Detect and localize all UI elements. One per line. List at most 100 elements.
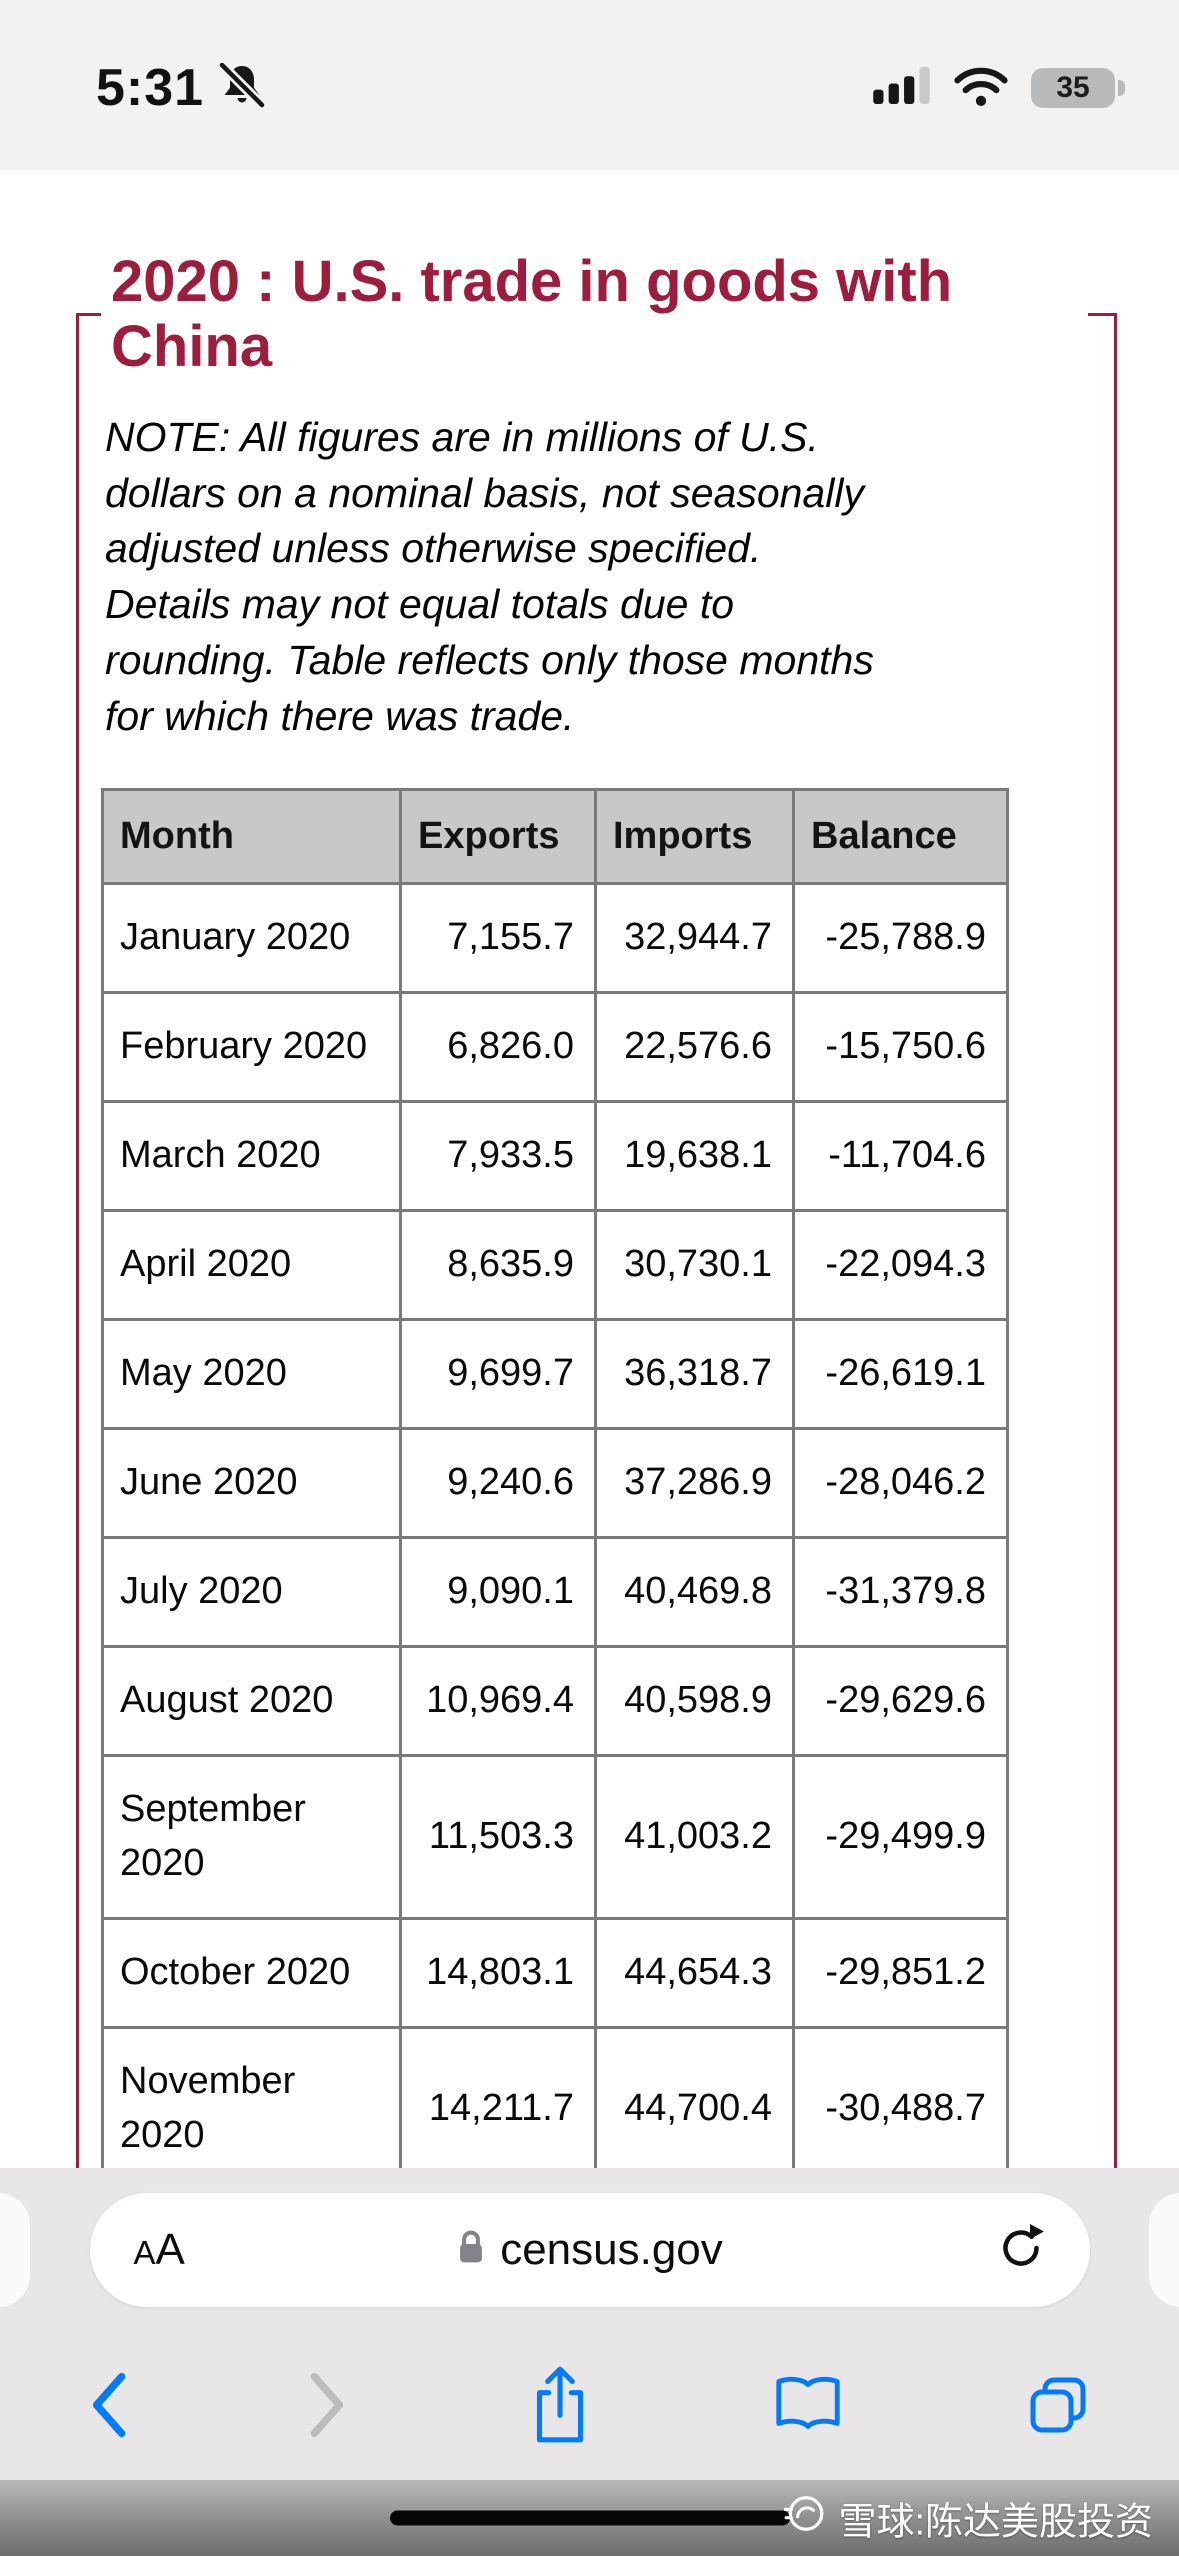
column-header: Balance: [792, 788, 1009, 886]
table-row: January 2020 7,155.7 32,944.7 -25,788.9: [101, 882, 1009, 995]
value-cell: 7,155.7: [399, 882, 597, 995]
table-body: January 2020 7,155.7 32,944.7 -25,788.9 Febr…: [101, 882, 1009, 2192]
column-header: Month: [101, 788, 402, 886]
month-cell: November 2020: [101, 2025, 402, 2192]
value-cell: 9,699.7: [399, 1318, 597, 1431]
value-cell: 14,211.7: [399, 2025, 597, 2192]
value-cell: 40,598.9: [594, 1645, 795, 1758]
watermark: 雪球:陈达美股投资: [783, 2491, 1153, 2546]
bottom-strip: 雪球:陈达美股投资: [0, 2480, 1179, 2556]
month-cell: May 2020: [101, 1318, 402, 1431]
browser-toolbar: [0, 2332, 1179, 2480]
value-cell: 44,654.3: [594, 1916, 795, 2029]
bookmarks-button[interactable]: [771, 2374, 845, 2439]
tab-sliver-left[interactable]: [0, 2193, 30, 2307]
table-row: August 2020 10,969.4 40,598.9 -29,629.6: [101, 1645, 1009, 1758]
reader-mode-button[interactable]: AA: [133, 2225, 185, 2274]
month-cell: August 2020: [101, 1645, 402, 1758]
value-cell: 36,318.7: [594, 1318, 795, 1431]
value-cell: 14,803.1: [399, 1916, 597, 2029]
xueqiu-logo-icon: [783, 2492, 826, 2544]
value-cell: -25,788.9: [792, 882, 1009, 995]
column-header: Exports: [399, 788, 597, 886]
status-right: 35: [873, 65, 1125, 111]
battery-level: 35: [1056, 71, 1090, 104]
tab-sliver-right[interactable]: [1149, 2193, 1179, 2307]
safari-bottom-bar: AA census.gov: [0, 2168, 1179, 2556]
month-cell: July 2020: [101, 1536, 402, 1649]
value-cell: 6,826.0: [399, 991, 597, 1104]
table-row: September 2020 11,503.3 41,003.2 -29,499.9: [101, 1754, 1009, 1920]
value-cell: -29,851.2: [792, 1916, 1009, 2029]
value-cell: -31,379.8: [792, 1536, 1009, 1649]
value-cell: 9,090.1: [399, 1536, 597, 1649]
month-cell: April 2020: [101, 1209, 402, 1322]
url-text: census.gov: [500, 2225, 723, 2274]
lock-icon: [456, 2228, 486, 2272]
value-cell: 8,635.9: [399, 1209, 597, 1322]
book-icon: [771, 2374, 845, 2439]
page-content: 2020 : U.S. trade in goods with China NO…: [0, 170, 1179, 2556]
share-icon: [529, 2364, 591, 2449]
back-button[interactable]: [88, 2372, 128, 2441]
value-cell: -28,046.2: [792, 1427, 1009, 1540]
value-cell: 7,933.5: [399, 1100, 597, 1213]
table-row: March 2020 7,933.5 19,638.1 -11,704.6: [101, 1100, 1009, 1213]
table-row: November 2020 14,211.7 44,700.4 -30,488.7: [101, 2025, 1009, 2192]
reload-button[interactable]: [916, 2223, 1046, 2278]
value-cell: 22,576.6: [594, 991, 795, 1104]
month-cell: June 2020: [101, 1427, 402, 1540]
value-cell: 30,730.1: [594, 1209, 795, 1322]
chevron-left-icon: [88, 2372, 128, 2441]
tabs-button[interactable]: [1025, 2372, 1091, 2441]
value-cell: 19,638.1: [594, 1100, 795, 1213]
status-time: 5:31: [96, 59, 205, 117]
table-header-row: Month Exports Imports Balance: [101, 788, 1009, 886]
value-cell: -26,619.1: [792, 1318, 1009, 1431]
value-cell: 9,240.6: [399, 1427, 597, 1540]
value-cell: -30,488.7: [792, 2025, 1009, 2192]
value-cell: 32,944.7: [594, 882, 795, 995]
value-cell: 41,003.2: [594, 1754, 795, 1920]
trade-table: Month Exports Imports Balance January 2020 7…: [101, 788, 1009, 2192]
value-cell: -29,629.6: [792, 1645, 1009, 1758]
table-row: April 2020 8,635.9 30,730.1 -22,094.3: [101, 1209, 1009, 1322]
table-row: May 2020 9,699.7 36,318.7 -26,619.1: [101, 1318, 1009, 1431]
month-cell: October 2020: [101, 1916, 402, 2029]
address-url: census.gov: [264, 2225, 916, 2275]
tabs-icon: [1025, 2372, 1091, 2441]
table-row: June 2020 9,240.6 37,286.9 -28,046.2: [101, 1427, 1009, 1540]
reload-icon: [996, 2223, 1046, 2278]
value-cell: 37,286.9: [594, 1427, 795, 1540]
cellular-signal-icon: [873, 67, 931, 109]
battery-indicator: 35: [1031, 68, 1125, 108]
home-indicator[interactable]: [389, 2510, 790, 2526]
month-cell: September 2020: [101, 1754, 402, 1920]
watermark-text: 雪球:陈达美股投资: [838, 2501, 1153, 2544]
trade-fieldset: 2020 : U.S. trade in goods with China NO…: [76, 249, 1117, 2275]
note-text: NOTE: All figures are in millions of U.S…: [105, 413, 874, 739]
value-cell: 44,700.4: [594, 2025, 795, 2192]
table-row: October 2020 14,803.1 44,654.3 -29,851.2: [101, 1916, 1009, 2029]
month-cell: February 2020: [101, 991, 402, 1104]
value-cell: 40,469.8: [594, 1536, 795, 1649]
forward-button[interactable]: [308, 2372, 348, 2441]
value-cell: 10,969.4: [399, 1645, 597, 1758]
value-cell: -15,750.6: [792, 991, 1009, 1104]
value-cell: -22,094.3: [792, 1209, 1009, 1322]
address-bar-row: AA census.gov: [0, 2168, 1179, 2332]
address-bar[interactable]: AA census.gov: [89, 2193, 1090, 2307]
value-cell: 11,503.3: [399, 1754, 597, 1920]
month-cell: March 2020: [101, 1100, 402, 1213]
status-left: 5:31: [96, 58, 266, 118]
share-button[interactable]: [529, 2364, 591, 2449]
table-row: February 2020 6,826.0 22,576.6 -15,750.6: [101, 991, 1009, 1104]
month-cell: January 2020: [101, 882, 402, 995]
status-bar: 5:31: [0, 0, 1179, 170]
table-row: July 2020 9,090.1 40,469.8 -31,379.8: [101, 1536, 1009, 1649]
wifi-icon: [953, 65, 1009, 111]
mute-bell-icon: [218, 60, 266, 114]
page-title: 2020 : U.S. trade in goods with China: [111, 249, 953, 379]
chevron-right-icon: [308, 2372, 348, 2441]
